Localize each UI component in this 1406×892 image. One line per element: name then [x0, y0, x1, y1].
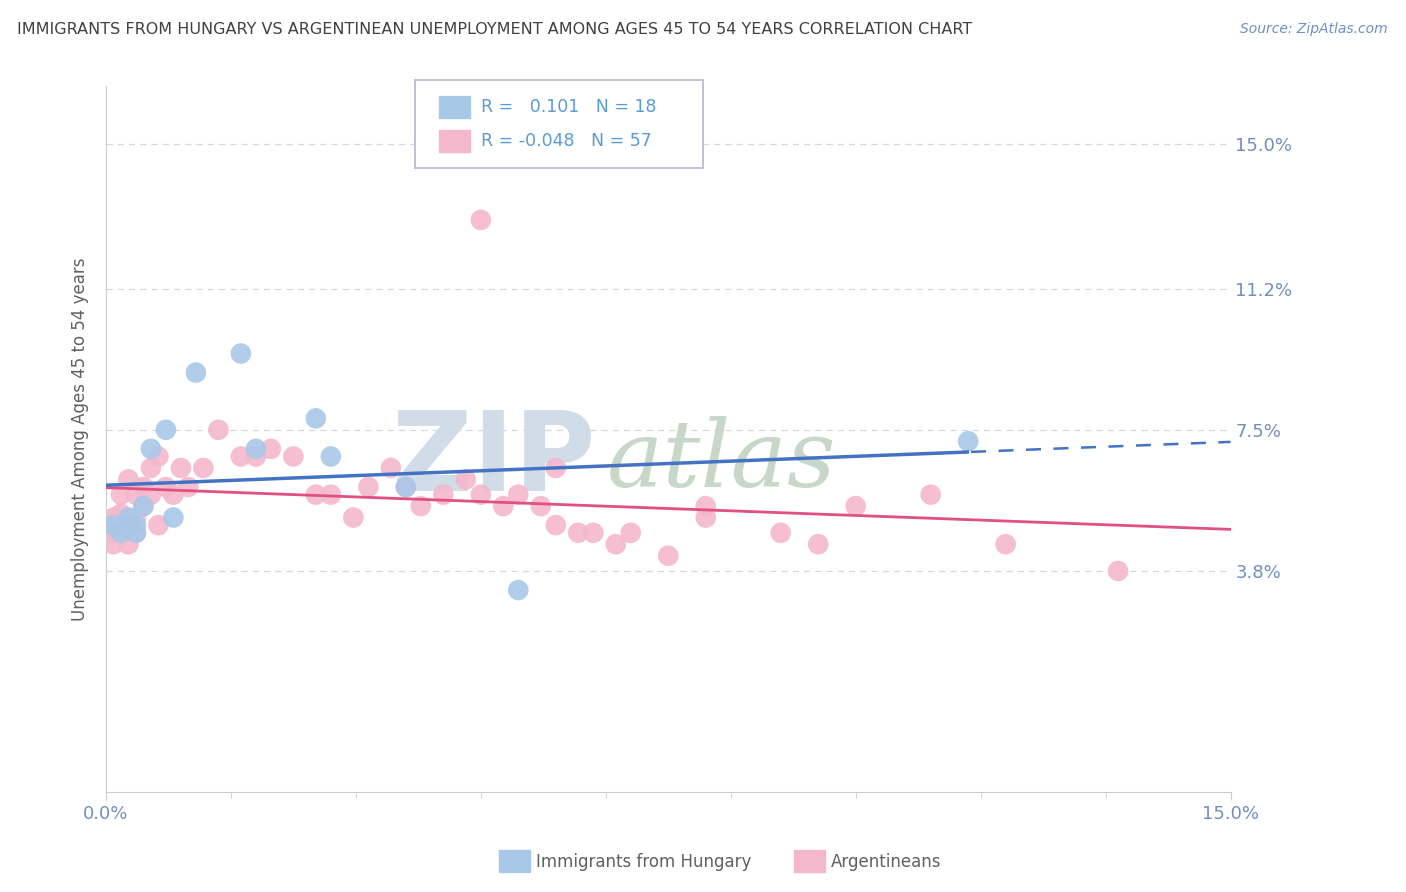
Point: [117, 472, 139, 486]
Point: [845, 499, 868, 513]
Point: [170, 461, 193, 475]
Text: Immigrants from Hungary: Immigrants from Hungary: [536, 853, 751, 871]
Text: Source: ZipAtlas.com: Source: ZipAtlas.com: [1240, 22, 1388, 37]
Point: [470, 213, 492, 227]
Point: [657, 549, 679, 563]
Point: [125, 518, 148, 533]
Point: [117, 510, 139, 524]
Point: [395, 480, 418, 494]
Point: [544, 518, 567, 533]
Point: [184, 366, 207, 380]
Point: [125, 488, 148, 502]
Point: [110, 507, 132, 521]
Point: [305, 411, 328, 425]
Point: [117, 518, 139, 533]
Point: [110, 488, 132, 502]
Point: [957, 434, 980, 449]
Point: [110, 525, 132, 540]
Point: [125, 510, 148, 524]
Point: [132, 499, 155, 513]
Point: [1107, 564, 1129, 578]
Point: [132, 480, 155, 494]
Text: ZIP: ZIP: [392, 407, 595, 514]
Point: [994, 537, 1017, 551]
Point: [567, 525, 589, 540]
Point: [695, 510, 717, 524]
Text: Argentineans: Argentineans: [831, 853, 942, 871]
Point: [620, 525, 643, 540]
Text: R =   0.101   N = 18: R = 0.101 N = 18: [481, 98, 657, 116]
Point: [508, 488, 530, 502]
Point: [395, 480, 418, 494]
Text: R = -0.048   N = 57: R = -0.048 N = 57: [481, 132, 651, 150]
Point: [103, 537, 125, 551]
Point: [229, 346, 252, 360]
Point: [380, 461, 402, 475]
Point: [260, 442, 283, 456]
Text: atlas: atlas: [606, 416, 837, 506]
Point: [103, 518, 125, 533]
Point: [605, 537, 627, 551]
Point: [283, 450, 305, 464]
Point: [807, 537, 830, 551]
Point: [319, 488, 342, 502]
Point: [769, 525, 792, 540]
Point: [125, 525, 148, 540]
Point: [920, 488, 942, 502]
Point: [162, 510, 184, 524]
Point: [155, 423, 177, 437]
Point: [177, 480, 200, 494]
Point: [162, 488, 184, 502]
Point: [582, 525, 605, 540]
Point: [695, 499, 717, 513]
Point: [357, 480, 380, 494]
Point: [117, 518, 139, 533]
Point: [229, 450, 252, 464]
Point: [544, 461, 567, 475]
Point: [110, 525, 132, 540]
Point: [454, 472, 477, 486]
Point: [432, 488, 454, 502]
Y-axis label: Unemployment Among Ages 45 to 54 years: Unemployment Among Ages 45 to 54 years: [72, 258, 89, 621]
Point: [103, 510, 125, 524]
Point: [125, 525, 148, 540]
Point: [492, 499, 515, 513]
Point: [207, 423, 229, 437]
Point: [470, 488, 492, 502]
Point: [132, 499, 155, 513]
Point: [342, 510, 364, 524]
Point: [305, 488, 328, 502]
Point: [409, 499, 432, 513]
Point: [245, 450, 267, 464]
Point: [148, 518, 170, 533]
Point: [155, 480, 177, 494]
Point: [193, 461, 215, 475]
Point: [139, 461, 162, 475]
Point: [245, 442, 267, 456]
Point: [319, 450, 342, 464]
Point: [530, 499, 553, 513]
Point: [117, 537, 139, 551]
Point: [103, 525, 125, 540]
Point: [148, 450, 170, 464]
Text: IMMIGRANTS FROM HUNGARY VS ARGENTINEAN UNEMPLOYMENT AMONG AGES 45 TO 54 YEARS CO: IMMIGRANTS FROM HUNGARY VS ARGENTINEAN U…: [17, 22, 972, 37]
Point: [139, 488, 162, 502]
Point: [139, 442, 162, 456]
Point: [508, 582, 530, 597]
